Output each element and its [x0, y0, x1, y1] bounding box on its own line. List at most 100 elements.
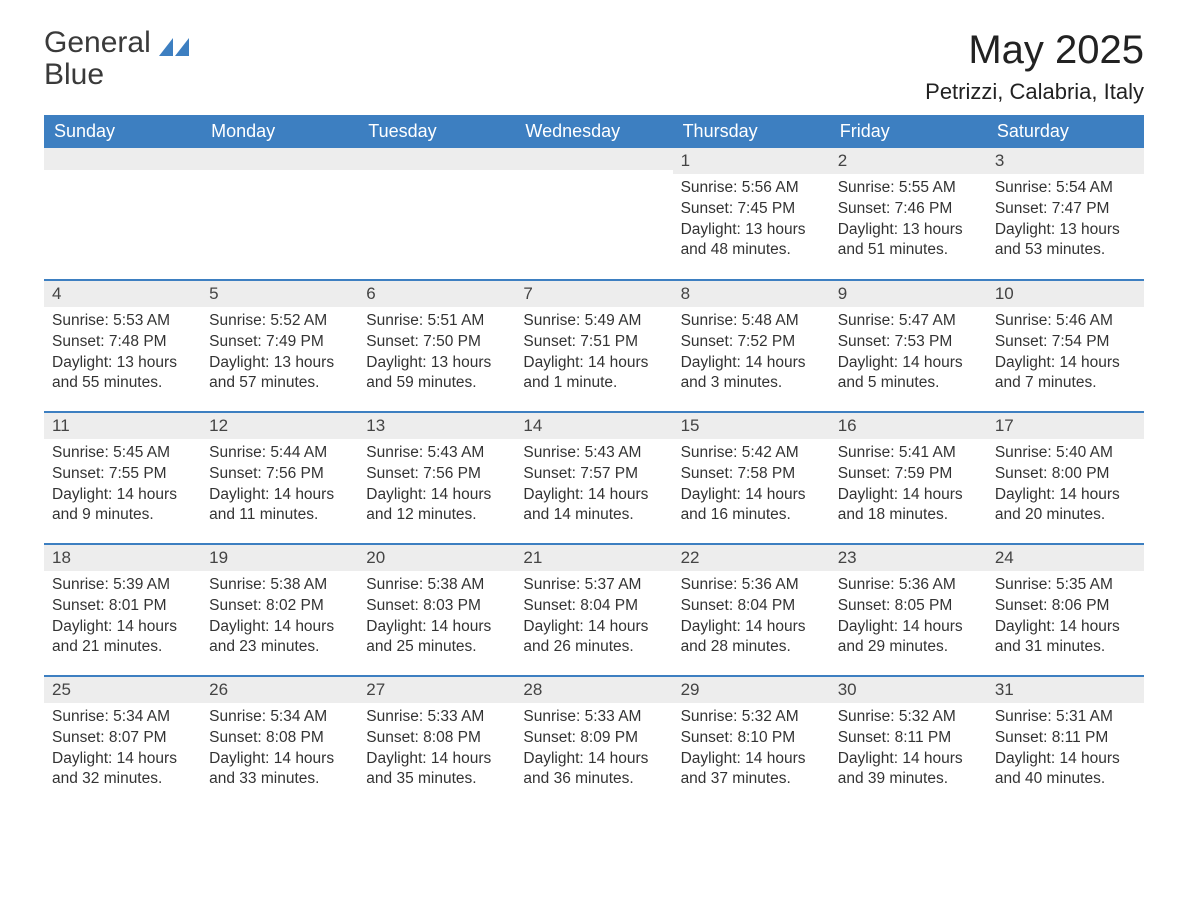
- calendar-cell: 13Sunrise: 5:43 AMSunset: 7:56 PMDayligh…: [358, 412, 515, 544]
- daylight-label: Daylight:: [838, 618, 903, 635]
- day-details: Sunrise: 5:48 AMSunset: 7:52 PMDaylight:…: [673, 307, 830, 401]
- sunset: Sunset: 7:59 PM: [838, 464, 979, 484]
- sunset-label: Sunset:: [838, 729, 895, 746]
- daylight: Daylight: 14 hours and 14 minutes.: [523, 485, 664, 525]
- day-number: 26: [201, 677, 358, 703]
- day-details: Sunrise: 5:38 AMSunset: 8:02 PMDaylight:…: [201, 571, 358, 665]
- calendar-cell: 26Sunrise: 5:34 AMSunset: 8:08 PMDayligh…: [201, 676, 358, 808]
- sunrise-label: Sunrise:: [52, 444, 113, 461]
- calendar-cell: 24Sunrise: 5:35 AMSunset: 8:06 PMDayligh…: [987, 544, 1144, 676]
- sunrise-label: Sunrise:: [838, 312, 899, 329]
- daylight-label: Daylight:: [995, 354, 1060, 371]
- daylight: Daylight: 14 hours and 28 minutes.: [681, 617, 822, 657]
- daylight-label: Daylight:: [523, 618, 588, 635]
- day-details: Sunrise: 5:35 AMSunset: 8:06 PMDaylight:…: [987, 571, 1144, 665]
- daylight-label: Daylight:: [52, 750, 117, 767]
- daylight-label: Daylight:: [838, 354, 903, 371]
- sunrise-value: 5:54 AM: [1056, 179, 1113, 196]
- day-details: Sunrise: 5:47 AMSunset: 7:53 PMDaylight:…: [830, 307, 987, 401]
- day-number: 4: [44, 281, 201, 307]
- sunset-label: Sunset:: [838, 597, 895, 614]
- logo-text-blue: Blue: [44, 58, 104, 91]
- calendar-cell: [358, 148, 515, 280]
- calendar-cell: 19Sunrise: 5:38 AMSunset: 8:02 PMDayligh…: [201, 544, 358, 676]
- daylight: Daylight: 14 hours and 20 minutes.: [995, 485, 1136, 525]
- calendar-cell: 12Sunrise: 5:44 AMSunset: 7:56 PMDayligh…: [201, 412, 358, 544]
- weekday-header: Tuesday: [358, 115, 515, 148]
- daylight-label: Daylight:: [681, 618, 746, 635]
- sunset-label: Sunset:: [523, 465, 580, 482]
- day-details: Sunrise: 5:32 AMSunset: 8:10 PMDaylight:…: [673, 703, 830, 797]
- sunrise-label: Sunrise:: [209, 444, 270, 461]
- sunrise: Sunrise: 5:44 AM: [209, 443, 350, 463]
- daylight: Daylight: 14 hours and 18 minutes.: [838, 485, 979, 525]
- day-details: Sunrise: 5:36 AMSunset: 8:04 PMDaylight:…: [673, 571, 830, 665]
- day-number: 14: [515, 413, 672, 439]
- sunset-label: Sunset:: [52, 729, 109, 746]
- day-details: Sunrise: 5:45 AMSunset: 7:55 PMDaylight:…: [44, 439, 201, 533]
- sunrise: Sunrise: 5:33 AM: [366, 707, 507, 727]
- calendar-cell: 22Sunrise: 5:36 AMSunset: 8:04 PMDayligh…: [673, 544, 830, 676]
- sunset-value: 8:07 PM: [109, 729, 167, 746]
- daylight: Daylight: 13 hours and 51 minutes.: [838, 220, 979, 260]
- sunrise-value: 5:41 AM: [899, 444, 956, 461]
- sunset-value: 8:08 PM: [266, 729, 324, 746]
- day-number: 16: [830, 413, 987, 439]
- day-number: 29: [673, 677, 830, 703]
- calendar-week-row: 1Sunrise: 5:56 AMSunset: 7:45 PMDaylight…: [44, 148, 1144, 280]
- sunrise: Sunrise: 5:51 AM: [366, 311, 507, 331]
- day-details: Sunrise: 5:56 AMSunset: 7:45 PMDaylight:…: [673, 174, 830, 268]
- day-number: 27: [358, 677, 515, 703]
- daylight: Daylight: 14 hours and 25 minutes.: [366, 617, 507, 657]
- daylight: Daylight: 14 hours and 23 minutes.: [209, 617, 350, 657]
- sunrise-label: Sunrise:: [209, 708, 270, 725]
- sunset-value: 7:53 PM: [895, 333, 953, 350]
- sunset-value: 8:00 PM: [1052, 465, 1110, 482]
- sunset-label: Sunset:: [52, 465, 109, 482]
- sunrise-value: 5:52 AM: [270, 312, 327, 329]
- calendar-cell: [44, 148, 201, 280]
- day-number: 7: [515, 281, 672, 307]
- daylight-label: Daylight:: [366, 618, 431, 635]
- sunset: Sunset: 7:45 PM: [681, 199, 822, 219]
- sunset: Sunset: 8:08 PM: [366, 728, 507, 748]
- daylight: Daylight: 13 hours and 57 minutes.: [209, 353, 350, 393]
- day-number: 3: [987, 148, 1144, 174]
- sunset-value: 7:50 PM: [423, 333, 481, 350]
- sunrise: Sunrise: 5:35 AM: [995, 575, 1136, 595]
- sunrise: Sunrise: 5:43 AM: [523, 443, 664, 463]
- sunrise-label: Sunrise:: [995, 179, 1056, 196]
- sunrise: Sunrise: 5:33 AM: [523, 707, 664, 727]
- sunset-label: Sunset:: [52, 597, 109, 614]
- calendar-cell: 23Sunrise: 5:36 AMSunset: 8:05 PMDayligh…: [830, 544, 987, 676]
- sunrise: Sunrise: 5:41 AM: [838, 443, 979, 463]
- day-details: Sunrise: 5:34 AMSunset: 8:08 PMDaylight:…: [201, 703, 358, 797]
- day-number: 19: [201, 545, 358, 571]
- sunrise: Sunrise: 5:56 AM: [681, 178, 822, 198]
- day-details: Sunrise: 5:31 AMSunset: 8:11 PMDaylight:…: [987, 703, 1144, 797]
- daylight: Daylight: 14 hours and 36 minutes.: [523, 749, 664, 789]
- sunrise: Sunrise: 5:39 AM: [52, 575, 193, 595]
- logo: General Blue: [44, 28, 191, 90]
- sunrise: Sunrise: 5:52 AM: [209, 311, 350, 331]
- day-number: 21: [515, 545, 672, 571]
- day-number-empty: [515, 148, 672, 170]
- sunrise-value: 5:35 AM: [1056, 576, 1113, 593]
- calendar-cell: 8Sunrise: 5:48 AMSunset: 7:52 PMDaylight…: [673, 280, 830, 412]
- sunrise-value: 5:53 AM: [113, 312, 170, 329]
- sunrise-label: Sunrise:: [52, 312, 113, 329]
- sunset-label: Sunset:: [523, 729, 580, 746]
- sunrise-label: Sunrise:: [681, 708, 742, 725]
- sunset-value: 8:05 PM: [895, 597, 953, 614]
- sunset: Sunset: 8:07 PM: [52, 728, 193, 748]
- sunrise: Sunrise: 5:32 AM: [681, 707, 822, 727]
- sunrise-value: 5:34 AM: [270, 708, 327, 725]
- sunrise-label: Sunrise:: [838, 576, 899, 593]
- sunset-label: Sunset:: [681, 465, 738, 482]
- sunrise-value: 5:42 AM: [742, 444, 799, 461]
- sunset-label: Sunset:: [995, 597, 1052, 614]
- calendar-week-row: 18Sunrise: 5:39 AMSunset: 8:01 PMDayligh…: [44, 544, 1144, 676]
- calendar-cell: 17Sunrise: 5:40 AMSunset: 8:00 PMDayligh…: [987, 412, 1144, 544]
- sunset-value: 7:49 PM: [266, 333, 324, 350]
- daylight: Daylight: 13 hours and 48 minutes.: [681, 220, 822, 260]
